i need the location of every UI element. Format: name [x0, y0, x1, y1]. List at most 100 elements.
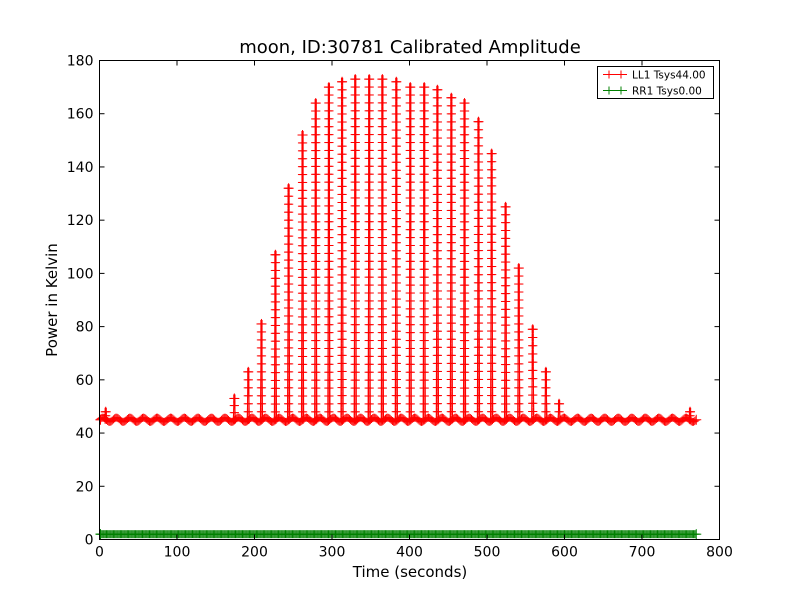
peak-marker	[420, 130, 429, 139]
peak-marker	[434, 303, 443, 312]
peak-marker	[325, 336, 334, 345]
peak-marker	[447, 383, 456, 392]
peak-marker	[420, 225, 429, 234]
peak-marker	[529, 349, 538, 358]
peak-marker	[420, 186, 429, 195]
peak-marker	[406, 106, 415, 115]
peak-marker	[461, 384, 470, 393]
peak-marker	[461, 154, 470, 163]
peak-marker	[447, 190, 456, 199]
peak-marker	[325, 98, 334, 107]
peak-marker	[447, 109, 456, 118]
peak-marker	[285, 192, 294, 201]
peak-marker	[502, 242, 511, 251]
peak-marker	[351, 146, 360, 155]
peak-marker	[406, 336, 415, 345]
peak-marker	[312, 328, 321, 337]
peak-marker	[488, 189, 497, 198]
peak-marker	[338, 407, 347, 416]
peak-marker	[434, 415, 443, 424]
peak-marker	[447, 246, 456, 255]
peak-marker	[338, 118, 347, 127]
peak-marker	[272, 266, 281, 275]
peak-marker	[447, 399, 456, 408]
peak-marker	[272, 376, 281, 385]
x-tick-label: 100	[164, 545, 191, 561]
peak-marker	[502, 258, 511, 267]
peak-marker	[365, 249, 374, 258]
peak-marker	[392, 174, 401, 183]
peak-marker	[515, 288, 524, 297]
peak-marker	[406, 249, 415, 258]
peak-marker	[502, 321, 511, 330]
peak-marker	[392, 319, 401, 328]
peak-marker	[378, 384, 387, 393]
peak-marker	[378, 178, 387, 187]
chart-title: moon, ID:30781 Calibrated Amplitude	[239, 37, 581, 58]
peak-marker	[434, 158, 443, 167]
peak-5	[270, 249, 281, 424]
peak-marker	[447, 262, 456, 271]
peak-marker	[258, 399, 267, 408]
peak-marker	[338, 190, 347, 199]
peak-marker	[406, 352, 415, 361]
peak-marker	[325, 106, 334, 115]
peak-marker	[365, 399, 374, 408]
peak-marker	[420, 368, 429, 377]
peak-marker	[461, 328, 470, 337]
peak-marker	[338, 303, 347, 312]
peak-marker	[420, 249, 429, 258]
peak-marker	[447, 303, 456, 312]
legend-frame	[597, 66, 714, 99]
peak-marker	[420, 407, 429, 416]
peak-marker	[392, 134, 401, 143]
peak-marker	[325, 162, 334, 171]
peak-marker	[378, 415, 387, 424]
peak-marker	[420, 304, 429, 313]
peak-marker	[420, 415, 429, 424]
peak-marker	[434, 101, 443, 110]
peak-marker	[515, 319, 524, 328]
peak-top-marker	[486, 148, 497, 159]
peak-marker	[392, 238, 401, 247]
peak-marker	[420, 233, 429, 242]
peak-marker	[434, 174, 443, 183]
peak-marker	[299, 344, 308, 353]
peak-marker	[338, 287, 347, 296]
peak-top-marker	[323, 82, 334, 93]
peak-25	[540, 366, 551, 424]
peak-marker	[434, 93, 443, 102]
peak-marker	[434, 254, 443, 263]
peak-marker	[420, 265, 429, 274]
peak-marker	[434, 230, 443, 239]
peak-marker	[434, 359, 443, 368]
peak-marker	[502, 352, 511, 361]
peak-marker	[502, 399, 511, 408]
peak-marker	[272, 407, 281, 416]
peak-marker	[378, 233, 387, 242]
peak-marker	[406, 376, 415, 385]
peak-marker	[420, 281, 429, 290]
peak-marker	[312, 344, 321, 353]
peak-21	[486, 148, 497, 424]
peak-top-marker	[419, 82, 430, 93]
peak-marker	[461, 281, 470, 290]
peak-marker	[447, 134, 456, 143]
y-tick-label: 20	[76, 479, 94, 495]
peak-marker	[351, 154, 360, 163]
peak-marker	[447, 174, 456, 183]
x-tick-label: 0	[95, 545, 104, 561]
peak-marker	[325, 217, 334, 226]
peak-marker	[378, 225, 387, 234]
peak-marker	[447, 117, 456, 126]
peak-marker	[434, 383, 443, 392]
peak-marker	[325, 146, 334, 155]
peak-marker	[378, 217, 387, 226]
peak-marker	[312, 225, 321, 234]
peak-marker	[515, 415, 524, 424]
peak-marker	[338, 166, 347, 175]
peak-marker	[285, 232, 294, 241]
peak-marker	[365, 415, 374, 424]
peak-marker	[529, 407, 538, 416]
peak-marker	[406, 320, 415, 329]
